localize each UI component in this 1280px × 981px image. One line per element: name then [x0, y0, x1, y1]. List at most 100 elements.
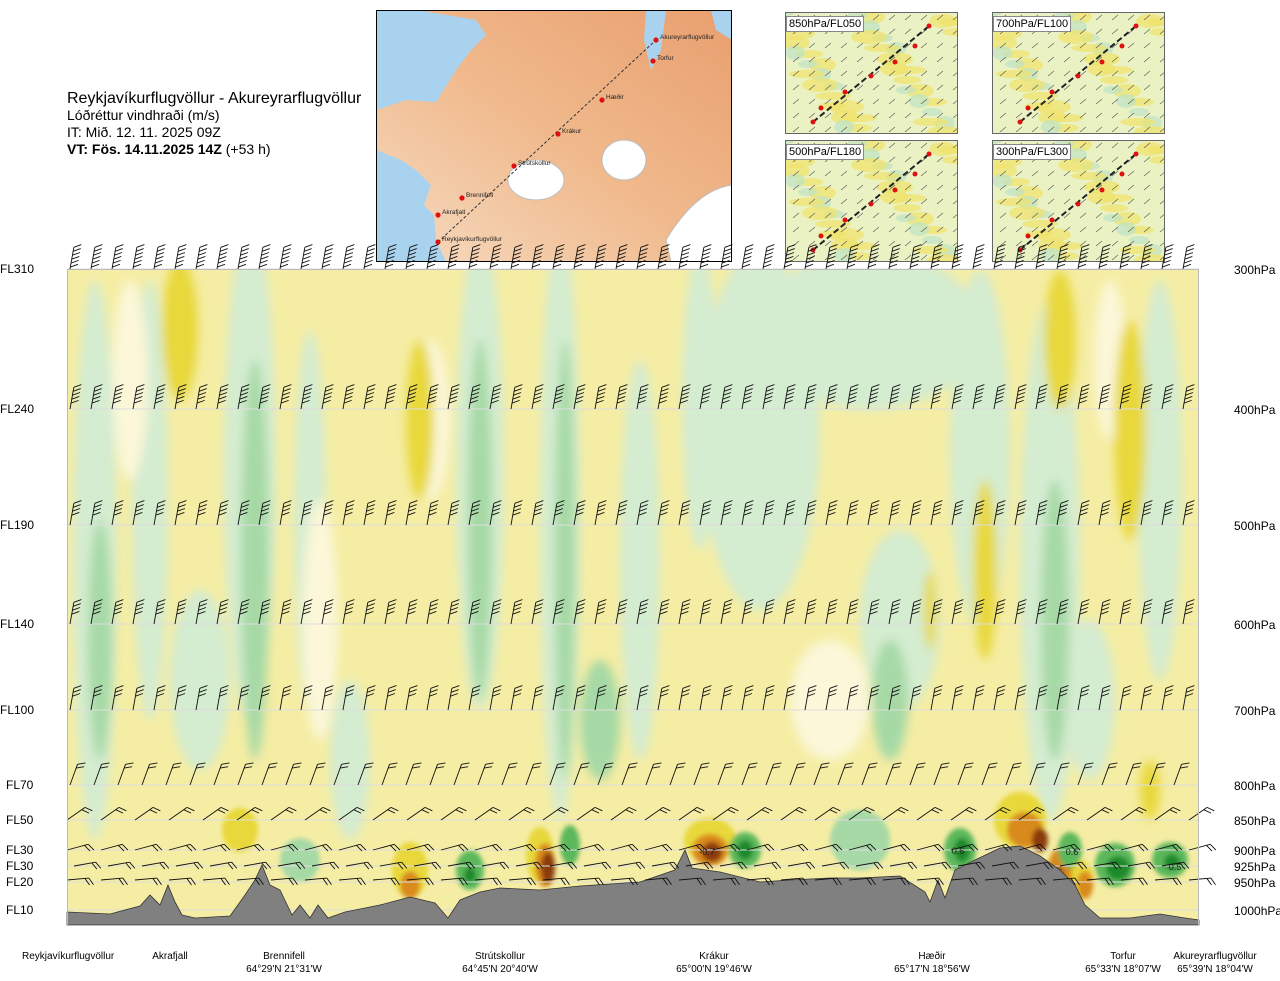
wind-barb — [594, 244, 607, 270]
wind-barb — [678, 843, 707, 852]
wind-barb — [636, 244, 649, 270]
left-axis-label: FL20 — [6, 875, 34, 889]
wind-barb — [804, 685, 817, 711]
wind-barb — [300, 500, 313, 526]
mini-map-label-700: 700hPa/FL100 — [993, 16, 1072, 32]
wind-barb — [889, 861, 918, 870]
valid-time-lead: (+53 h) — [225, 141, 271, 157]
wind-barb — [699, 384, 712, 410]
wind-barb — [1025, 861, 1054, 870]
wind-barb — [357, 762, 374, 786]
wind-barb — [552, 500, 565, 526]
wind-barb — [258, 384, 271, 410]
wind-barb — [1035, 244, 1048, 270]
wind-barb — [153, 599, 166, 625]
wind-barb — [1077, 599, 1090, 625]
wind-barb — [117, 762, 134, 786]
wind-barb — [489, 500, 502, 526]
wind-barb — [916, 877, 944, 886]
station-name: Krákur — [699, 951, 729, 962]
wind-barb — [573, 500, 586, 526]
station-coord: 65°33'N 18°07'W — [1085, 964, 1161, 975]
wind-barb — [66, 843, 95, 852]
wind-barb — [861, 762, 878, 786]
wind-barb — [783, 384, 796, 410]
wind-barb — [972, 384, 985, 410]
wind-barb — [855, 861, 884, 870]
wind-barb — [573, 244, 586, 270]
velocity-area — [620, 360, 660, 760]
mini-map-station-marker — [842, 89, 848, 95]
velocity-area — [541, 852, 555, 884]
wind-barb — [813, 762, 830, 786]
wind-barb — [489, 244, 502, 270]
wind-barb — [195, 685, 208, 711]
wind-barb — [440, 806, 467, 821]
wind-barb — [972, 599, 985, 625]
wind-barb — [237, 500, 250, 526]
wind-barb — [1005, 762, 1022, 786]
mini-map-station-marker — [818, 233, 824, 239]
wind-barb — [69, 244, 82, 270]
wind-barb — [413, 861, 442, 870]
wind-barb — [804, 244, 817, 270]
wind-barb — [134, 877, 162, 886]
wind-barb — [825, 384, 838, 410]
wind-barb — [405, 384, 418, 410]
wind-barb — [1077, 244, 1090, 270]
wind-barb — [888, 599, 901, 625]
wind-barb — [153, 685, 166, 711]
wind-barb — [90, 384, 103, 410]
wind-barb — [134, 843, 163, 852]
right-axis-label: 1000hPa — [1234, 904, 1280, 918]
velocity-area — [241, 360, 269, 760]
wind-barb — [916, 843, 945, 852]
wind-barb — [848, 843, 877, 852]
wind-barb — [909, 685, 922, 711]
wind-barb — [783, 685, 796, 711]
wind-barb — [270, 843, 299, 852]
wind-barb — [651, 861, 680, 870]
wind-barb — [363, 244, 376, 270]
wind-barb — [90, 685, 103, 711]
mini-map-station-marker — [912, 171, 918, 177]
wind-barb — [405, 685, 418, 711]
velocity-area — [406, 340, 434, 500]
wind-barb — [447, 685, 460, 711]
route-station-label: Akureyrarflugvöllur — [660, 34, 715, 41]
contour-label: -0.7 — [699, 847, 715, 857]
wind-barb — [141, 861, 170, 870]
wind-barb — [576, 877, 604, 886]
wind-barb — [342, 685, 355, 711]
wind-barb — [951, 384, 964, 410]
station-name: Strútskollur — [474, 951, 525, 962]
wind-barb — [780, 843, 809, 852]
wind-barb — [888, 384, 901, 410]
wind-barb — [174, 244, 187, 270]
velocity-area — [555, 340, 575, 780]
wind-barb — [379, 861, 408, 870]
wind-barb — [510, 244, 523, 270]
mini-map-station-marker — [912, 43, 918, 49]
station-name: Torfur — [1110, 951, 1136, 962]
wind-barb — [236, 877, 264, 886]
wind-barb — [405, 762, 422, 786]
wind-barb — [780, 806, 807, 821]
wind-barb — [309, 762, 326, 786]
route-station-label: Strútskollur — [518, 160, 551, 167]
wind-barb — [363, 384, 376, 410]
mini-map-station-marker — [868, 73, 874, 79]
wind-barb — [746, 806, 773, 821]
issue-time: IT: Mið. 12. 11. 2025 09Z — [67, 124, 221, 140]
wind-barb — [846, 384, 859, 410]
wind-barb — [762, 599, 775, 625]
wind-barb — [909, 244, 922, 270]
route-station-label: Brennifell — [466, 192, 494, 199]
wind-barb — [552, 244, 565, 270]
wind-barb — [174, 500, 187, 526]
wind-barb — [552, 599, 565, 625]
wind-barb — [381, 762, 398, 786]
velocity-area — [760, 269, 980, 410]
wind-barb — [930, 599, 943, 625]
wind-barb — [720, 599, 733, 625]
